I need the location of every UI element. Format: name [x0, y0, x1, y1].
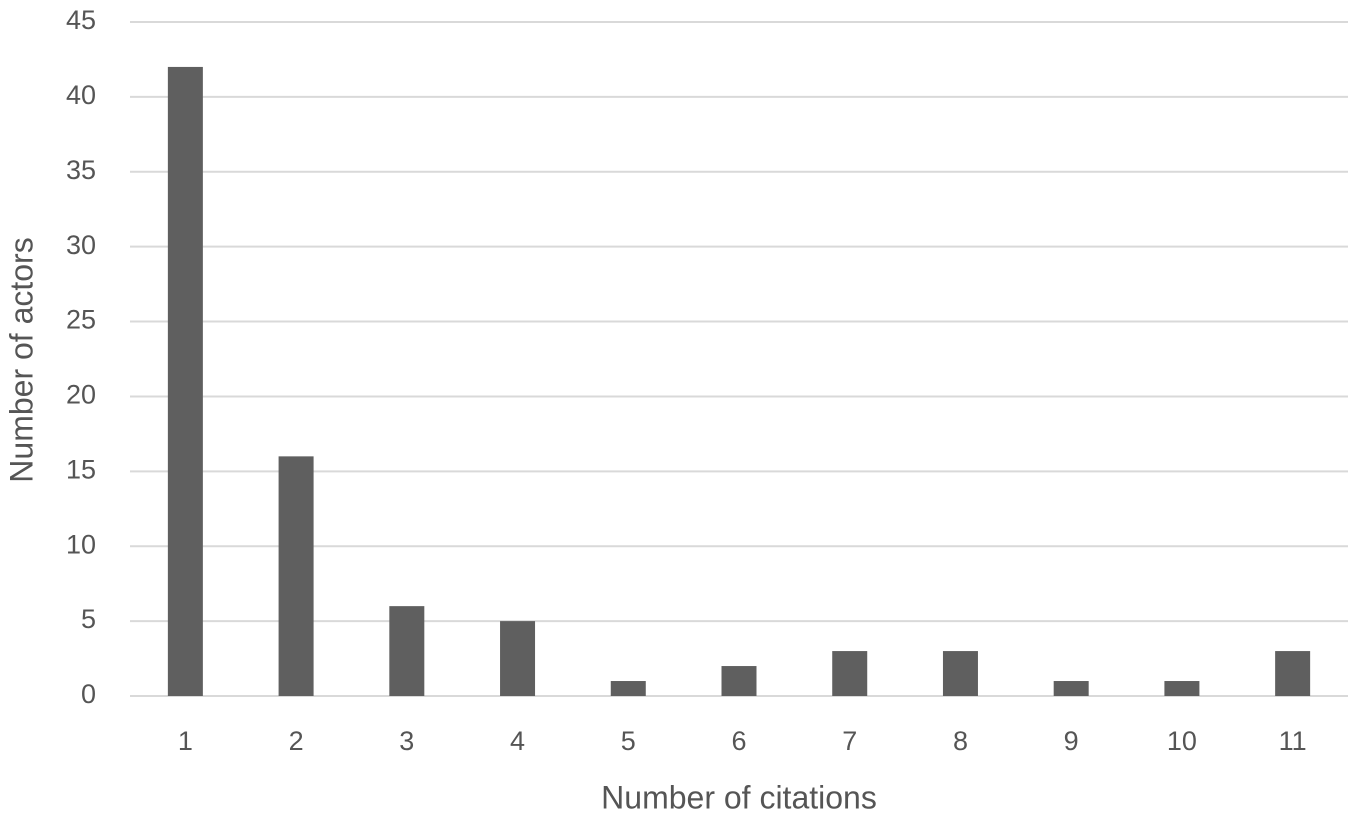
y-tick-label: 30 [66, 230, 96, 260]
y-tick-label: 25 [66, 305, 96, 335]
bar [389, 606, 425, 696]
x-tick-label: 10 [1167, 726, 1197, 756]
y-tick-label: 5 [81, 604, 96, 634]
x-tick-label: 2 [289, 726, 304, 756]
y-tick-label: 20 [66, 380, 96, 410]
x-tick-label: 4 [510, 726, 525, 756]
x-tick-label: 11 [1279, 726, 1307, 756]
y-tick-label: 40 [66, 80, 96, 110]
bar [942, 651, 978, 696]
bar [1164, 681, 1200, 696]
bar [278, 456, 314, 696]
y-tick-label: 0 [81, 679, 96, 709]
x-axis-title: Number of citations [601, 779, 877, 815]
x-tick-label: 1 [178, 726, 193, 756]
bar [1275, 651, 1311, 696]
bar [167, 66, 203, 696]
y-tick-label: 10 [66, 529, 96, 559]
x-tick-label: 9 [1064, 726, 1079, 756]
x-tick-label: 5 [621, 726, 636, 756]
x-tick-label: 7 [842, 726, 857, 756]
bar [721, 666, 757, 696]
x-tick-label: 6 [731, 726, 746, 756]
y-tick-label: 35 [66, 155, 96, 185]
bar [832, 651, 868, 696]
y-axis-title: Number of actors [3, 237, 39, 482]
bar [1053, 681, 1089, 696]
y-tick-label: 45 [66, 5, 96, 35]
bar [610, 681, 646, 696]
x-tick-label: 8 [953, 726, 968, 756]
y-tick-label: 15 [66, 454, 96, 484]
x-tick-label: 3 [399, 726, 414, 756]
bar [500, 621, 536, 696]
